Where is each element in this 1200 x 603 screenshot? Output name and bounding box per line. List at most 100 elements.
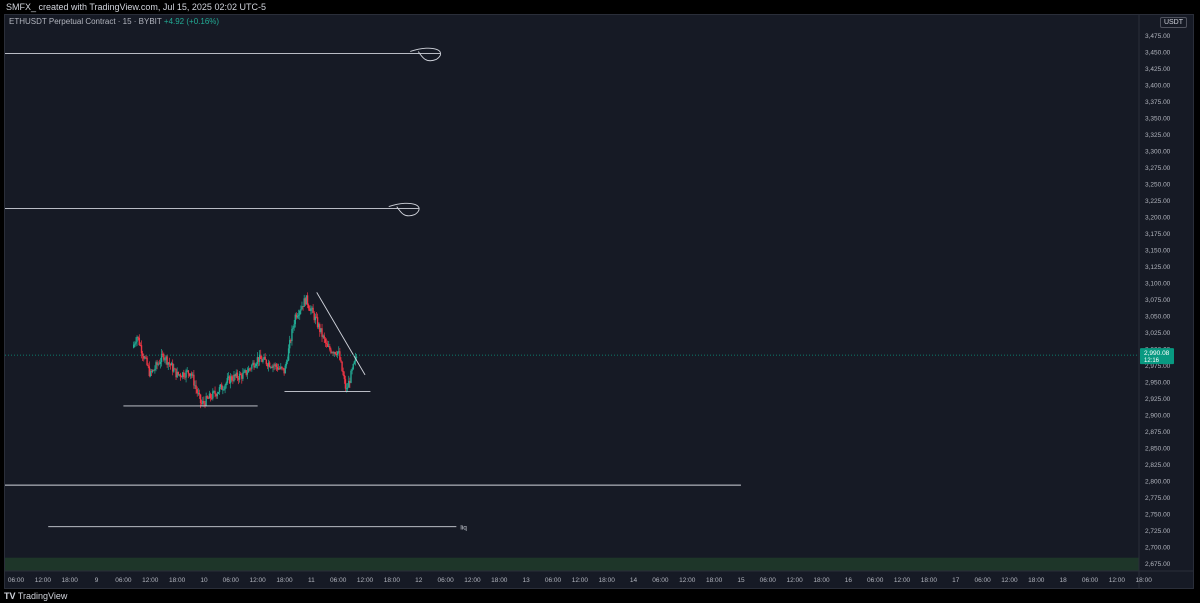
time-tick-label: 18:00 [813,577,830,584]
price-tick-label: 3,075.00 [1145,297,1171,304]
candle-body [212,391,214,399]
candle-body [301,306,303,310]
candle-body [136,336,138,342]
candle-body [138,337,140,345]
time-tick-label: 13 [523,577,531,584]
candle-body [352,363,354,369]
candle-body [264,356,266,360]
candle-body [205,396,207,406]
price-tick-label: 2,950.00 [1145,380,1171,387]
candle-body [267,362,270,367]
candle-body [165,356,167,360]
candle-body [166,356,168,365]
price-tick-label: 3,375.00 [1145,99,1171,106]
time-tick-label: 12:00 [464,577,481,584]
time-tick-label: 11 [308,577,315,584]
candle-body [170,363,173,366]
candle-body [145,357,147,359]
time-tick-label: 18:00 [1136,577,1153,584]
candle-body [207,398,210,399]
candle-body [196,389,198,393]
candle-body [310,308,312,311]
candle-body [199,394,202,404]
trend-line [316,292,366,376]
time-tick-label: 18:00 [169,577,186,584]
candle-body [147,365,149,367]
candle-body [296,315,299,318]
bottom-zone-band [5,557,1139,571]
candle-body [217,391,220,394]
candle-body [208,393,211,399]
time-tick-label: 18:00 [599,577,616,584]
candle-body [150,371,153,373]
candle-body [304,298,307,305]
candle-body [338,351,340,353]
candle-body [320,328,322,332]
candle-body [193,374,195,386]
symbol-legend[interactable]: ETHUSDT Perpetual Contract · 15 · BYBIT … [9,17,219,26]
candle-body [311,307,313,309]
time-tick-label: 12:00 [1109,577,1126,584]
candle-body [346,387,349,389]
candle-body [133,344,135,348]
price-change: +4.92 (+0.16%) [163,17,220,26]
candle-body [248,368,251,370]
candle-body [160,353,163,362]
candle-body [146,357,148,366]
chart-panel[interactable]: 3,475.00 3,450.00 3,425.00 3,400.00 3,375.00… [4,14,1194,589]
price-tick-label: 3,175.00 [1145,231,1171,238]
candle-body [270,367,272,368]
candle-body [190,373,193,376]
candle-body [143,355,145,359]
last-price-tag [1140,348,1174,365]
price-tick-label: 3,300.00 [1145,149,1171,156]
candle-body [313,312,315,321]
candle-body [216,393,218,397]
time-tick-label: 06:00 [115,577,132,584]
candle-body [167,362,169,365]
time-tick-label: 12:00 [679,577,696,584]
candle-body [309,308,311,311]
candle-body [238,373,241,380]
curl-arrow-icon [410,47,442,62]
time-tick-label: 18:00 [706,577,723,584]
price-chart[interactable]: 3,475.00 3,450.00 3,425.00 3,400.00 3,375.00… [5,15,1193,588]
candle-body [335,353,338,356]
candle-body [244,370,246,372]
brand-name: TradingView [17,591,68,601]
candle-body [340,359,342,362]
time-tick-label: 06:00 [760,577,777,584]
candle-body [251,364,253,369]
candle-body [144,357,146,359]
price-tick-label: 3,350.00 [1145,116,1171,123]
candle-body [151,369,154,373]
candle-body [344,379,347,389]
candle-body [227,376,230,379]
candle-body [336,351,339,356]
candle-body [305,295,308,305]
candle-body [197,392,200,394]
candle-body [293,324,295,328]
currency-label[interactable]: USDT [1159,17,1187,28]
candle-body [303,298,305,307]
candle-body [148,366,151,377]
candle-body [140,345,143,354]
time-tick-label: 15 [737,577,745,584]
candle-body [263,356,265,360]
candle-body [245,370,247,375]
candle-body [255,363,257,367]
price-tick-label: 2,900.00 [1145,413,1171,420]
candle-body [168,362,171,364]
candle-body [331,352,333,354]
price-tick-label: 2,800.00 [1145,479,1171,486]
candle-body [260,354,262,360]
candle-body [173,368,175,372]
time-tick-label: 06:00 [545,577,562,584]
level-label: liq [460,525,467,532]
time-tick-label: 06:00 [974,577,991,584]
price-tick-label: 2,700.00 [1145,545,1171,552]
candle-body [287,348,290,361]
candle-body [189,373,192,376]
candle-body [194,385,196,387]
